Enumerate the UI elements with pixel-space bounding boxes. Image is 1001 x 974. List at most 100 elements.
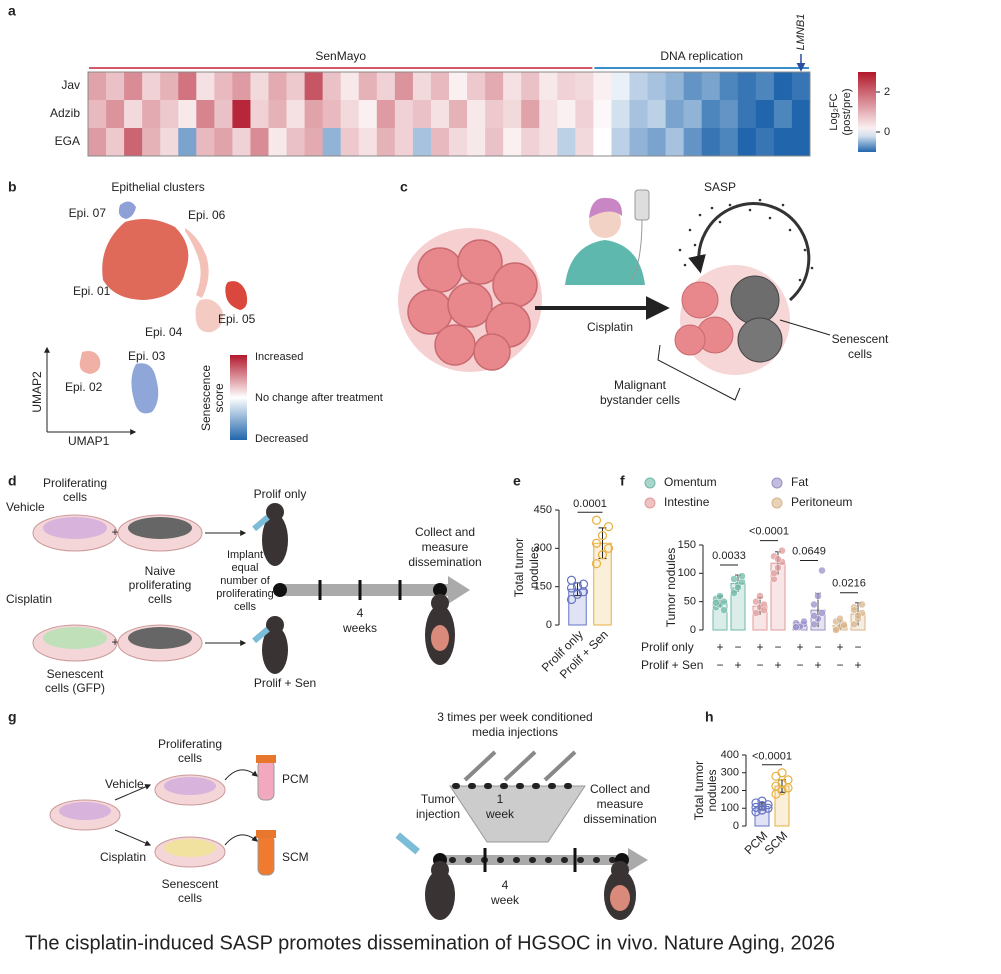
heat-cell <box>250 128 269 157</box>
heat-cell <box>106 128 125 157</box>
data-point <box>760 606 768 614</box>
patient-shape <box>589 197 623 218</box>
sign: − <box>774 640 781 654</box>
endpoint-label: Collect and <box>415 525 475 539</box>
colorbar <box>858 72 876 152</box>
dish-label: Proliferating <box>43 476 107 490</box>
timeline <box>273 576 470 604</box>
colorbar-label: Senescence <box>199 365 213 431</box>
sasp-arrow <box>688 202 811 302</box>
y-tick-label: 0 <box>690 624 696 636</box>
legend-swatch <box>771 497 783 509</box>
heat-cell <box>376 128 396 157</box>
sasp-dots-shape <box>788 228 792 232</box>
mouse <box>252 616 288 674</box>
heat-cell <box>503 100 522 129</box>
data-point <box>854 612 862 620</box>
sasp-dots-shape <box>768 216 772 220</box>
heat-cell <box>88 72 107 101</box>
data-point <box>566 575 577 585</box>
heat-cell <box>557 72 576 101</box>
mouse-shape <box>262 626 288 674</box>
data-point <box>818 609 826 617</box>
heat-cell <box>737 72 757 101</box>
y-tick-label: 200 <box>721 784 739 796</box>
heat-cell <box>755 72 775 101</box>
panel-letter: g <box>8 709 17 725</box>
mouse-shape <box>252 514 270 532</box>
dish <box>117 514 203 552</box>
heat-cell <box>88 128 107 157</box>
dish-label: cells <box>63 490 87 504</box>
data-point <box>757 796 767 806</box>
dish <box>154 774 226 806</box>
heat-cell <box>539 72 558 101</box>
row-label: Adzib <box>50 106 80 120</box>
data-point <box>783 775 793 785</box>
bystander-label: Malignant <box>614 378 667 392</box>
tube-shape <box>257 834 275 876</box>
senescent-cluster-shape <box>681 281 719 319</box>
heat-cell <box>737 100 757 129</box>
data-point <box>771 781 781 791</box>
data-point <box>777 785 787 796</box>
group-label: Prolif + Sen <box>254 676 316 690</box>
umap-title: Epithelial clusters <box>111 180 204 194</box>
data-point <box>751 798 761 808</box>
heat-cell <box>124 100 143 129</box>
sign: + <box>734 658 741 672</box>
sign: − <box>814 640 821 654</box>
tumor-cluster <box>398 228 542 372</box>
mouse-shape <box>425 870 455 920</box>
heat-cell <box>449 128 468 157</box>
panel-letter: c <box>400 179 408 195</box>
heat-cell <box>521 128 540 157</box>
heat-cell <box>719 128 739 157</box>
data-point <box>840 621 848 630</box>
cluster-label: Epi. 07 <box>69 206 107 220</box>
heat-cell <box>791 128 811 157</box>
heat-cell <box>773 100 793 129</box>
data-point <box>730 575 738 583</box>
umap-clusters <box>79 201 248 414</box>
heat-cell <box>358 100 378 129</box>
sign: − <box>796 658 803 672</box>
heat-cell <box>232 100 251 129</box>
heat-cell <box>376 100 396 129</box>
heat-cell <box>665 100 684 129</box>
heat-cell <box>412 72 432 101</box>
data-point <box>734 583 742 592</box>
data-point <box>712 599 720 607</box>
syringes-shape <box>463 750 497 782</box>
sasp-dots-shape <box>803 248 807 252</box>
tumor-cluster-shape <box>434 324 476 366</box>
heat-cell <box>286 128 305 157</box>
sasp-dots-shape <box>781 203 785 207</box>
sign: + <box>814 658 821 672</box>
duration-label: week <box>485 807 515 821</box>
heat-cell <box>575 128 594 157</box>
arrow <box>224 834 258 846</box>
heat-cell <box>358 72 378 101</box>
heat-cell <box>791 100 811 129</box>
endpoint-label: Collect and <box>590 782 650 796</box>
heat-cell <box>106 100 125 129</box>
heat-cell <box>575 72 594 101</box>
colorbar-level: No change after treatment <box>255 392 383 404</box>
tube-shape <box>256 830 276 838</box>
heat-cell <box>449 100 468 129</box>
mouse-shape <box>395 832 420 855</box>
heat-cell <box>503 72 522 101</box>
y-axis-label: Total tumor <box>512 538 526 597</box>
heat-cell <box>485 100 504 129</box>
dish <box>117 624 203 662</box>
senescent-cluster <box>674 265 790 375</box>
sign: − <box>716 658 723 672</box>
arrow <box>114 784 152 801</box>
mouse <box>252 503 288 566</box>
heat-cell <box>485 72 504 101</box>
y-tick-label: 50 <box>684 596 696 608</box>
heat-cell <box>178 72 197 101</box>
heat-cell <box>322 128 341 157</box>
